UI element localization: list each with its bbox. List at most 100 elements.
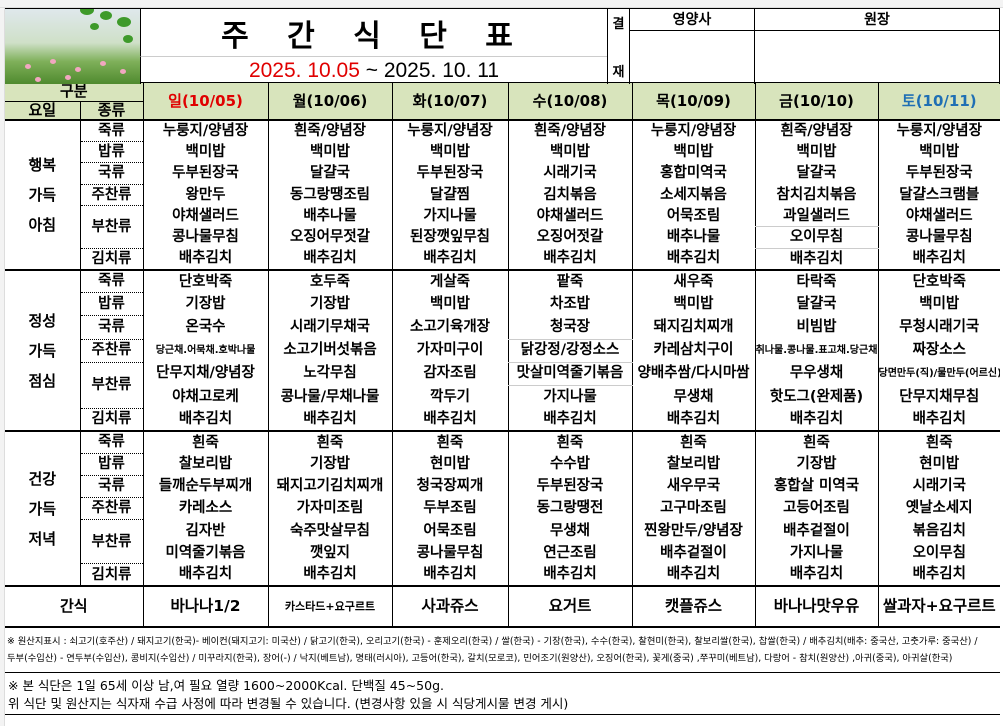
menu-item: 볶음김치 <box>877 519 1001 542</box>
menu-table: 구분 일(10/05) 월(10/06) 화(10/07) 수(10/08) 목(10/0… <box>5 83 1001 629</box>
menu-item: 백미밥 <box>631 292 756 316</box>
menu-item: 흰죽 <box>142 431 269 454</box>
menu-item: 타락죽 <box>754 269 879 293</box>
menu-item: 홍합미역국 <box>631 162 756 185</box>
menu-item: 어묵조림 <box>631 205 756 227</box>
menu-item: 기장밥 <box>142 292 269 316</box>
date-range: 2025. 10.05 ~ 2025. 10. 11 <box>140 56 607 84</box>
menu-item: 달걀스크램블 <box>877 184 1001 206</box>
menu-item: 백미밥 <box>267 141 393 163</box>
menu-item: 돼지고기김치찌개 <box>267 475 393 498</box>
menu-item: 배추김치 <box>142 248 269 271</box>
menu-item: 차조밥 <box>507 292 633 316</box>
menu-item: 동그랑땡조림 <box>267 184 393 206</box>
menu-item: 핫도그(완제품) <box>754 385 879 409</box>
menu-item: 백미밥 <box>754 141 879 163</box>
menu-item: 기장밥 <box>267 453 393 476</box>
menu-item: 새우죽 <box>631 269 756 293</box>
menu-item: 흰죽 <box>391 431 509 454</box>
origin-notes: ※ 원산지표시 : 쇠고기(호주산) / 돼지고기(한국)- 베이컨(돼지고기:… <box>5 628 1000 674</box>
menu-sheet: 주 간 식 단 표 2025. 10.05 ~ 2025. 10. 11 결 재… <box>5 8 1001 716</box>
category-label: 죽류 <box>80 431 144 454</box>
menu-row: 밥류 기장밥 기장밥 백미밥 차조밥 백미밥 달걀국 백미밥 <box>5 292 1001 317</box>
menu-item: 기장밥 <box>754 453 879 476</box>
menu-item: 누룽지/양념장 <box>877 120 1001 142</box>
menu-row: 콩나물무침 오징어무젓갈 된장깻잎무침 오징어젓갈 배추나물 오이무침 콩나물무침 <box>5 226 1001 249</box>
day-header: 일(10/05) <box>142 83 269 121</box>
menu-item: 누룽지/양념장 <box>631 120 756 142</box>
menu-item: 시래기무채국 <box>267 315 393 340</box>
menu-item: 맛살미역줄기볶음 <box>507 362 633 386</box>
group-label: 구분 <box>5 83 144 102</box>
snack-item: 캣플쥬스 <box>631 586 756 629</box>
menu-item: 배추김치 <box>267 408 393 433</box>
menu-item: 배추김치 <box>631 563 756 588</box>
approval-label: 결 재 <box>607 9 630 84</box>
menu-row: 밥류 찰보리밥 기장밥 현미밥 수수밥 찰보리밥 기장밥 현미밥 <box>5 453 1001 477</box>
menu-item: 감자조림 <box>391 362 509 386</box>
snack-item: 사과쥬스 <box>391 586 509 629</box>
menu-row: 주찬류 당근채.어묵채.호박나물 소고기버섯볶음 가자미구이 닭강정/강정소스 카레삼치구… <box>5 339 1001 363</box>
type-col-label: 종류 <box>80 101 144 121</box>
menu-item: 짜장소스 <box>877 339 1001 363</box>
menu-item: 기장밥 <box>267 292 393 316</box>
signer-director: 원장 <box>755 9 1000 84</box>
menu-item: 찰보리밥 <box>631 453 756 476</box>
menu-item: 흰죽 <box>507 431 633 454</box>
snack-label: 간식 <box>5 586 144 629</box>
menu-item: 흰죽/양념장 <box>267 120 393 142</box>
menu-item: 단호박죽 <box>877 269 1001 293</box>
date-start: 2025. 10.05 <box>248 58 360 82</box>
menu-item: 가지나물 <box>507 385 633 409</box>
category-label: 부찬류 <box>80 519 144 565</box>
menu-item: 배추겉절이 <box>754 519 879 542</box>
menu-item: 왕만두 <box>142 184 269 206</box>
page-title: 주 간 식 단 표 <box>140 9 607 56</box>
menu-item: 호두죽 <box>267 269 393 293</box>
signer-label: 영양사 <box>630 9 754 31</box>
menu-row: 부찬류 단무지채/양념장 노각무침 감자조림 맛살미역줄기볶음 양배추쌈/다시마쌈 무우생채… <box>5 362 1001 409</box>
menu-item: 닭강정/강정소스 <box>507 339 633 363</box>
menu-item: 당근채.어묵채.호박나물 <box>142 339 269 363</box>
category-label: 주찬류 <box>80 339 144 363</box>
category-label: 김치류 <box>80 408 144 433</box>
menu-row: 부찬류 김자반 숙주맛살무침 어묵조림 무생채 찐왕만두/양념장 배추겉절이 볶음김치 <box>5 519 1001 565</box>
menu-item: 야채고로케 <box>142 385 269 409</box>
menu-item: 카레삼치구이 <box>631 339 756 363</box>
menu-item: 배추김치 <box>631 408 756 433</box>
menu-item: 백미밥 <box>877 141 1001 163</box>
category-label: 밥류 <box>80 141 144 164</box>
menu-item: 홍합살 미역국 <box>754 475 879 498</box>
menu-row: 정성 가득 점심 죽류 단호박죽 호두죽 게살죽 팥죽 새우죽 타락죽 단호박죽 <box>5 269 1001 433</box>
footer-notes: ※ 본 식단은 1일 65세 이상 남,여 필요 열량 1600~2000Kca… <box>5 673 1000 716</box>
menu-item: 현미밥 <box>877 453 1001 476</box>
day-header: 수(10/08) <box>507 83 633 121</box>
menu-item: 배추김치 <box>142 408 269 433</box>
menu-item: 옛날소세지 <box>877 497 1001 520</box>
menu-item: 오징어무젓갈 <box>267 226 393 249</box>
menu-item: 배추김치 <box>267 248 393 271</box>
menu-item: 비빔밥 <box>754 315 879 340</box>
category-label: 주찬류 <box>80 184 144 207</box>
date-separator: ~ <box>359 58 384 82</box>
menu-row: 국류 들깨순두부찌개 돼지고기김치찌개 청국장찌개 두부된장국 새우무국 홍합살 미역국 시래… <box>5 475 1001 499</box>
origin-line: ※ 원산지표시 : 쇠고기(호주산) / 돼지고기(한국)- 베이컨(돼지고기:… <box>7 636 978 648</box>
menu-item: 배추나물 <box>631 226 756 249</box>
menu-item: 수수밥 <box>507 453 633 476</box>
spreadsheet-column-header <box>0 0 1003 8</box>
menu-row: 건강 가득 저녁 죽류 흰죽 흰죽 흰죽 흰죽 흰죽 흰죽 흰죽 <box>5 431 1001 588</box>
menu-item: 두부된장국 <box>391 162 509 185</box>
menu-item: 흰죽/양념장 <box>507 120 633 142</box>
menu-row: 미역줄기볶음 깻잎지 콩나물무침 연근조림 배추겉절이 가지나물 오이무침 <box>5 541 1001 564</box>
menu-item: 배추김치 <box>391 408 509 433</box>
menu-item: 어묵조림 <box>391 519 509 542</box>
menu-item: 배추김치 <box>877 248 1001 271</box>
menu-item: 현미밥 <box>391 453 509 476</box>
menu-item: 흰죽 <box>754 431 879 454</box>
day-header: 화(10/07) <box>391 83 509 121</box>
menu-item: 연근조림 <box>507 541 633 564</box>
menu-item: 찰보리밥 <box>142 453 269 476</box>
day-header: 금(10/10) <box>754 83 879 121</box>
change-note: 위 식단 및 원산지는 식자재 수급 사정에 따라 변경될 수 있습니다. (변… <box>8 696 569 712</box>
menu-item: 누룽지/양념장 <box>391 120 509 142</box>
